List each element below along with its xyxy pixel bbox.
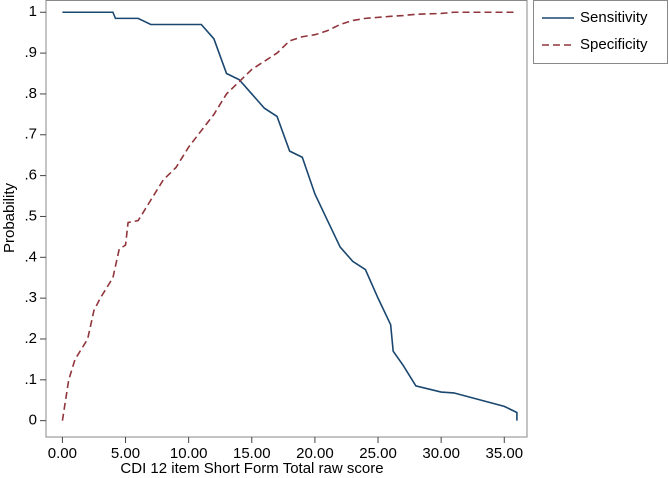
x-tick-label: 25.00 (359, 445, 397, 462)
series-line (61, 11, 517, 421)
legend-label: Specificity (580, 36, 648, 53)
y-axis-label: Probability (1, 182, 18, 253)
x-axis-label: CDI 12 item Short Form Total raw score (120, 460, 383, 477)
x-tick-label: 30.00 (422, 445, 460, 462)
y-tick-label: 1 (29, 3, 37, 20)
y-tick-label: .2 (24, 330, 37, 347)
y-tick-label: .5 (24, 207, 37, 224)
y-tick-label: .6 (24, 167, 37, 184)
x-tick-label: 5.00 (111, 445, 140, 462)
series-line (62, 11, 518, 421)
y-tick-label: 0 (29, 412, 37, 429)
x-tick-label: 10.00 (170, 445, 208, 462)
y-tick-label: .8 (24, 85, 37, 102)
y-tick-label: .9 (24, 44, 37, 61)
legend (533, 0, 668, 64)
x-tick-label: 35.00 (486, 445, 524, 462)
plot-frame (45, 0, 528, 438)
x-tick-label: 15.00 (233, 445, 271, 462)
y-tick-label: .4 (24, 248, 37, 265)
x-tick-label: 20.00 (296, 445, 334, 462)
x-tick-label: 0.00 (48, 445, 77, 462)
legend-label: Sensitivity (580, 9, 648, 26)
y-tick-label: .3 (24, 289, 37, 306)
y-tick-label: .7 (24, 126, 37, 143)
y-tick-label: .1 (24, 371, 37, 388)
